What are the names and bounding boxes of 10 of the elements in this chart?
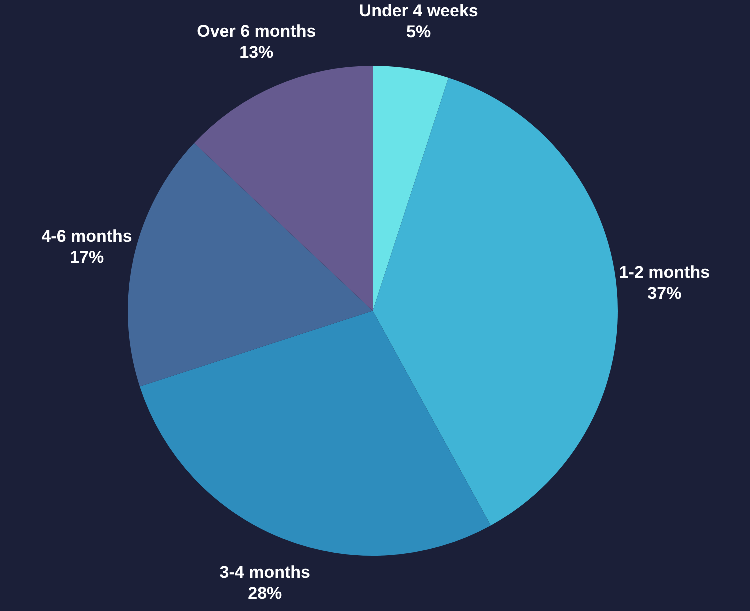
data-label: 5% — [406, 22, 432, 42]
data-label: 17% — [70, 248, 104, 267]
slice-label: 4-6 months — [42, 226, 132, 246]
slice-label: Under 4 weeks — [359, 1, 478, 20]
data-label: 37% — [648, 284, 682, 304]
slice-label: 3-4 months — [220, 563, 310, 582]
slice-label: Over 6 months — [197, 22, 316, 41]
slice-label: 1-2 months — [619, 263, 710, 282]
data-label: 28% — [248, 584, 282, 604]
data-label: 13% — [240, 42, 274, 62]
